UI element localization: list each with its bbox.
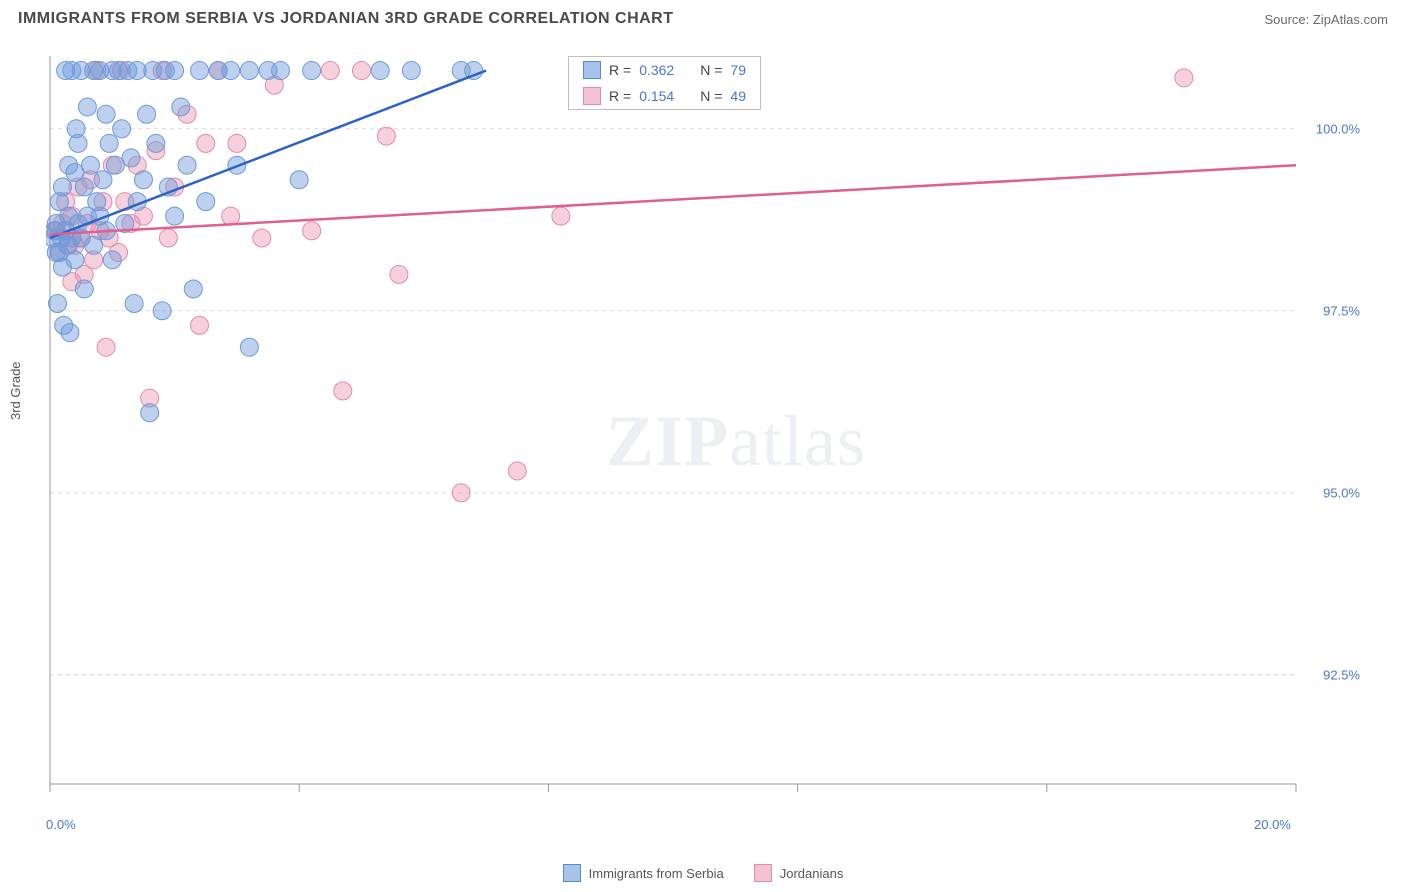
stats-n-jordan: 49: [730, 88, 746, 104]
legend-label-serbia: Immigrants from Serbia: [589, 866, 724, 881]
chart-header: IMMIGRANTS FROM SERBIA VS JORDANIAN 3RD …: [18, 10, 1388, 28]
stats-r-serbia: 0.362: [639, 62, 674, 78]
stats-r-label-2: R =: [609, 88, 631, 104]
y-tick-label: 100.0%: [1316, 121, 1360, 136]
x-tick-label: 0.0%: [46, 817, 76, 832]
stats-n-label: N =: [700, 62, 722, 78]
chart-source: Source: ZipAtlas.com: [1264, 12, 1388, 27]
stats-n-serbia: 79: [730, 62, 746, 78]
stats-r-label: R =: [609, 62, 631, 78]
y-tick-label: 92.5%: [1323, 667, 1360, 682]
legend-item-jordan: Jordanians: [754, 864, 844, 882]
legend-item-serbia: Immigrants from Serbia: [563, 864, 724, 882]
stats-n-label-2: N =: [700, 88, 722, 104]
y-axis-label: 3rd Grade: [8, 361, 23, 420]
swatch-serbia: [583, 61, 601, 79]
stats-legend-box: R = 0.362 N = 79 R = 0.154 N = 49: [568, 56, 761, 110]
legend-swatch-serbia: [563, 864, 581, 882]
x-tick-label: 20.0%: [1254, 817, 1291, 832]
legend-swatch-jordan: [754, 864, 772, 882]
y-tick-label: 97.5%: [1323, 303, 1360, 318]
chart-plot-area: R = 0.362 N = 79 R = 0.154 N = 49 ZIPatl…: [46, 50, 1366, 810]
stats-row-serbia: R = 0.362 N = 79: [569, 57, 760, 83]
y-tick-label: 95.0%: [1323, 485, 1360, 500]
stats-row-jordan: R = 0.154 N = 49: [569, 83, 760, 109]
chart-title: IMMIGRANTS FROM SERBIA VS JORDANIAN 3RD …: [18, 10, 674, 28]
scatter-svg: [46, 50, 1366, 810]
swatch-jordan: [583, 87, 601, 105]
bottom-legend: Immigrants from Serbia Jordanians: [0, 864, 1406, 882]
stats-r-jordan: 0.154: [639, 88, 674, 104]
legend-label-jordan: Jordanians: [780, 866, 844, 881]
